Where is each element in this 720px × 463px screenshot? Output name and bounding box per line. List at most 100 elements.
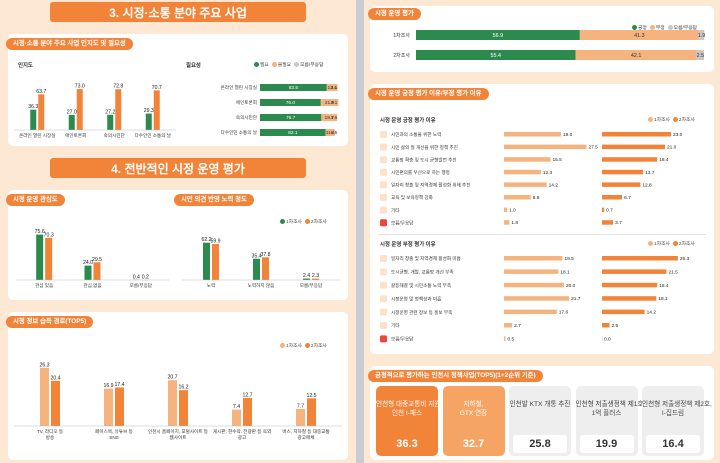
category-label: 관심 있음 (35, 282, 53, 289)
info-legend: 1차조사 2차조사 (280, 342, 327, 349)
bar-segment (416, 50, 576, 60)
category-label: 모름/무응답 (130, 282, 153, 289)
bar (232, 409, 241, 426)
top5-card-value: 36.3 (396, 438, 418, 450)
legend-item: 2차조사 (304, 218, 327, 225)
legend-item: 긍정 (632, 24, 647, 31)
data-label: 27.0 (67, 109, 77, 115)
category-label: 모름/무응답 (391, 219, 414, 226)
bar-segment (326, 84, 338, 91)
legend-item: 2차조사 (672, 116, 695, 123)
data-label: 82.1 (288, 130, 298, 136)
data-label: 24.0 (83, 260, 93, 266)
interest-legend: 1차조사 2차조사 (280, 218, 327, 225)
bar (38, 94, 45, 130)
recognition-label: 인지도 (18, 63, 33, 69)
legend-item: 2차조사 (304, 342, 327, 349)
bar (104, 388, 113, 426)
data-label: 56.9 (493, 33, 504, 39)
legend-item: 불필요 (271, 61, 291, 68)
data-label: 0.7 (606, 208, 613, 214)
bar (602, 220, 614, 225)
data-label: 8.9 (533, 195, 540, 201)
bar (76, 89, 83, 130)
reason-icon (380, 168, 387, 176)
legend-item: 2차조사 (672, 240, 695, 247)
bar-segment (321, 114, 338, 121)
data-label: 62.2 (201, 237, 211, 243)
data-label: 7.4 (233, 404, 240, 410)
category-label: 1차조사 (393, 32, 410, 39)
top5-card-value: 32.7 (462, 438, 485, 450)
bar (504, 207, 507, 213)
data-label: 25.3 (680, 256, 690, 262)
data-label: 2.4 (303, 273, 310, 279)
category-label: 버스, 지하철 등 대중교통 (282, 428, 329, 435)
bar (504, 282, 564, 288)
reason-icon (380, 131, 387, 138)
data-label: 6.7 (624, 195, 631, 201)
data-label: 14.2 (647, 310, 657, 316)
legend-item: 필요 (254, 61, 269, 68)
data-label: 42.1 (631, 53, 642, 59)
bar (312, 278, 319, 280)
data-label: 1.8 (511, 220, 518, 226)
bar (504, 132, 561, 137)
section3-title: 3. 시정·소통 분야 주요 사업 (109, 5, 247, 20)
category-label: 도시균형, 개발, 교통망 개선 부족 (391, 269, 454, 276)
reason-icon (380, 156, 387, 164)
top5-card-label: 인천형 대중교통비 지원, 인천 I-패스 (376, 401, 443, 417)
legend-item: 1차조사 (648, 240, 670, 247)
bar (45, 237, 53, 280)
bar-segment (579, 30, 699, 40)
bar (40, 367, 49, 426)
bar-segment (260, 84, 327, 91)
category-label: 노력 (207, 282, 215, 289)
bar (504, 144, 587, 150)
right-page: 시정 운영 평가 긍정 부정 모름/무응답 1차조사 56.9 41.3 1.9 2차조… (364, 0, 720, 463)
bar (504, 169, 541, 175)
bar (115, 89, 122, 130)
top5-panel-title: 긍정적으로 평가하는 인천시 정책사업(TOP5)(1+2순위 기준) (368, 370, 543, 382)
category-label: TV, 라디오 등 (37, 428, 63, 435)
positive-reasons-chart: 시민과의 소통을 위한 노력 19.0 23.0 시민 삶의 질 개선을 위한 정책 … (380, 131, 683, 226)
data-label: 35.4 (251, 253, 261, 259)
data-label: 3.6 (331, 115, 338, 121)
bar (179, 390, 188, 426)
top5-card-value: 25.8 (513, 435, 567, 453)
reason-icon (380, 255, 387, 262)
bar (602, 309, 645, 315)
top5-card-label: 인천발 KTX 개통 추진 (509, 401, 571, 408)
category-label: 다수인민 소통의 날 (135, 132, 172, 139)
data-label: 21.7 (571, 296, 581, 302)
data-label: 19.5 (565, 256, 575, 262)
data-label: 27.2 (105, 109, 115, 115)
category-label: 시민과의 소통을 위한 노력 (391, 131, 441, 138)
category-label: 숙의시민단 (104, 132, 126, 139)
category-label: 교통망 확충 및 도시 균형발전 추진 (391, 156, 457, 163)
eval-panel: 시정 운영 평가 긍정 부정 모름/무응답 1차조사 56.9 41.3 1.9 2차조… (368, 6, 714, 72)
bar (602, 256, 678, 261)
top5-card: 인천발 KTX 개통 추진 25.8 (509, 386, 571, 456)
info-panel: 시정 정보 습득 경로(TOP5) 1차조사 2차조사 26.3 20.4 TV, … (6, 312, 348, 460)
data-label: 21.0 (667, 145, 677, 151)
category-label: 광고매체 (298, 434, 315, 441)
bar (262, 257, 269, 280)
category-label: 시민 삶의 질 개선을 위한 정책 추진 (391, 144, 458, 151)
bar (504, 309, 557, 315)
top5-card: 인천형 저출생정책 제1호, 1억 플러스 19.9 (575, 386, 645, 456)
section4-banner: 4. 전반적인 시정 운영 평가 (50, 158, 306, 178)
bar (168, 380, 177, 426)
data-label: 19.7 (325, 115, 335, 121)
data-label: 83.5 (289, 85, 299, 91)
data-label: 13.7 (645, 170, 655, 176)
category-label: 일자리 창출 및 지역경제 활성화 위해 추진 (391, 182, 471, 189)
bar (504, 195, 531, 200)
category-label: 온라인 열린 시장실 (221, 84, 257, 91)
category-label: 모름/무응답 (391, 336, 414, 343)
bar (602, 132, 671, 137)
legend-item: 모름/무응답 (294, 61, 323, 68)
bar-segment (260, 114, 322, 121)
data-label: 21.9 (325, 100, 335, 106)
data-label: 3.1 (331, 85, 338, 91)
